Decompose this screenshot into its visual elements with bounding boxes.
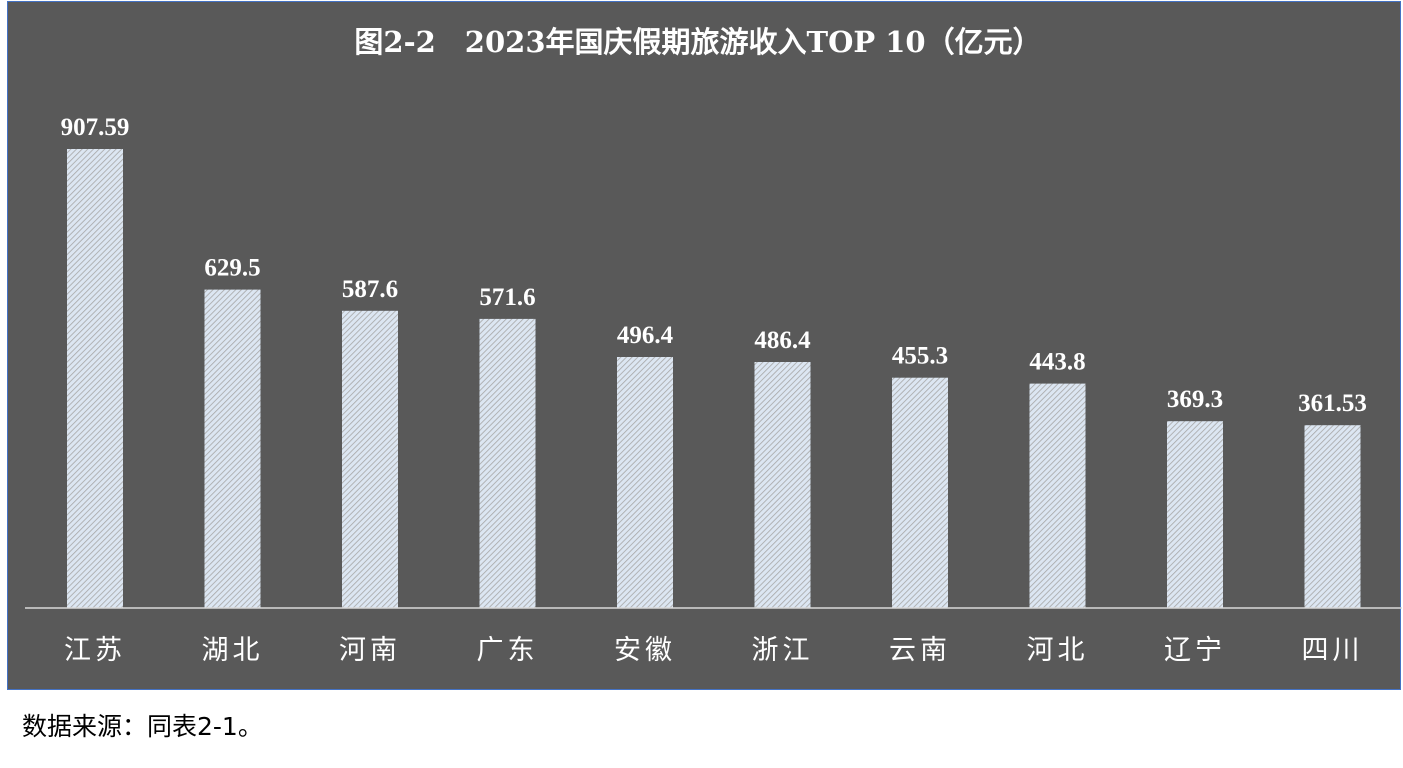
- category-label: 浙江: [752, 635, 814, 666]
- bar-浙江: [754, 362, 811, 608]
- bar-广东: [479, 318, 536, 608]
- bar-江苏: [67, 149, 123, 608]
- category-label: 河南: [339, 635, 401, 666]
- value-label: 486.4: [754, 327, 811, 354]
- value-label: 361.53: [1298, 390, 1367, 417]
- category-label: 安徽: [614, 635, 676, 666]
- chart-title: 图2-2 2023年国庆假期旅游收入TOP 10（亿元）: [354, 25, 1041, 59]
- value-label: 455.3: [892, 343, 948, 370]
- category-label: 河北: [1027, 635, 1089, 666]
- bar-辽宁: [1167, 421, 1223, 608]
- bar-河北: [1029, 383, 1086, 608]
- value-label: 629.5: [204, 255, 260, 282]
- value-label: 496.4: [617, 322, 674, 349]
- category-label: 广东: [477, 635, 539, 666]
- category-label: 江苏: [64, 635, 126, 666]
- category-label: 四川: [1302, 635, 1364, 666]
- bar-chart: 图2-2 2023年国庆假期旅游收入TOP 10（亿元） 907.59 629.5…: [25, 25, 1402, 666]
- value-label: 443.8: [1029, 349, 1085, 376]
- source-note: 数据来源：同表2-1。: [22, 712, 263, 741]
- bar-湖北: [204, 289, 261, 608]
- category-label: 湖北: [202, 635, 264, 666]
- bar-河南: [342, 310, 398, 608]
- bar-四川: [1304, 425, 1361, 608]
- value-label: 587.6: [342, 276, 398, 303]
- category-label: 云南: [889, 635, 951, 666]
- bar-云南: [892, 377, 948, 608]
- value-label: 369.3: [1167, 386, 1223, 413]
- value-label: 907.59: [61, 114, 130, 141]
- value-label: 571.6: [479, 284, 535, 311]
- category-label: 辽宁: [1164, 635, 1226, 666]
- chart-frame: 图2-2 2023年国庆假期旅游收入TOP 10（亿元） 907.59 629.5…: [7, 1, 1402, 690]
- bar-安徽: [617, 357, 673, 608]
